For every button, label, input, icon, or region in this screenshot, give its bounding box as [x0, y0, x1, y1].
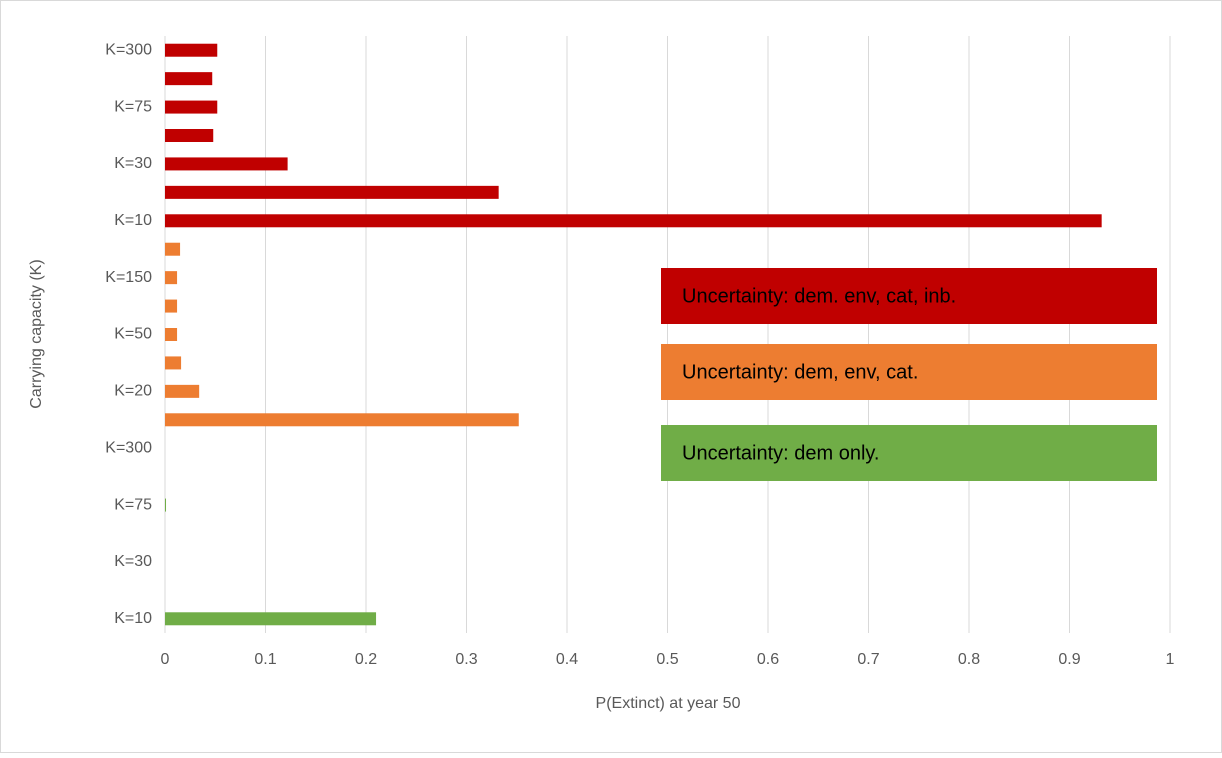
legend-swatch — [661, 425, 1157, 481]
x-tick-label: 0.2 — [355, 651, 377, 668]
bar — [165, 356, 182, 370]
y-tick-label: K=10 — [114, 212, 152, 229]
y-tick-label: K=30 — [114, 155, 152, 172]
bar — [165, 185, 499, 199]
legend-label: Uncertainty: dem only. — [682, 442, 880, 464]
y-tick-label: K=30 — [114, 553, 152, 570]
x-tick-label: 0.9 — [1058, 651, 1080, 668]
y-tick-label: K=50 — [114, 326, 152, 343]
bar — [165, 100, 218, 114]
bar — [165, 498, 167, 512]
y-tick-label: K=300 — [105, 439, 152, 456]
legend-swatch — [661, 344, 1157, 400]
y-tick-label: K=300 — [105, 41, 152, 58]
bar — [165, 328, 178, 341]
bar — [165, 612, 377, 626]
y-tick-label: K=75 — [114, 496, 152, 513]
x-tick-label: 1 — [1166, 651, 1175, 668]
bar — [165, 413, 519, 427]
y-tick-label: K=10 — [114, 610, 152, 627]
x-tick-label: 0.4 — [556, 651, 578, 668]
bar — [165, 157, 288, 171]
y-axis-title: Carrying capacity (K) — [28, 259, 45, 408]
legend-label: Uncertainty: dem. env, cat, inb. — [682, 285, 956, 307]
legend-swatch — [661, 268, 1157, 324]
legend-label: Uncertainty: dem, env, cat. — [682, 361, 918, 383]
x-tick-label: 0 — [161, 651, 170, 668]
x-tick-label: 0.1 — [254, 651, 276, 668]
x-tick-label: 0.5 — [656, 651, 678, 668]
x-tick-label: 0.8 — [958, 651, 980, 668]
bar — [165, 129, 214, 142]
bar — [165, 242, 181, 256]
x-tick-label: 0.6 — [757, 651, 779, 668]
x-tick-label: 0.3 — [455, 651, 477, 668]
bar — [165, 43, 218, 57]
y-tick-label: K=150 — [105, 269, 152, 286]
bar — [165, 299, 178, 313]
bar — [165, 384, 200, 398]
x-tick-label: 0.7 — [857, 651, 879, 668]
bar — [165, 214, 1102, 228]
bar — [165, 271, 178, 285]
x-axis-title: P(Extinct) at year 50 — [596, 695, 741, 712]
y-tick-label: K=20 — [114, 383, 152, 400]
bar — [165, 72, 213, 86]
y-tick-label: K=75 — [114, 98, 152, 115]
